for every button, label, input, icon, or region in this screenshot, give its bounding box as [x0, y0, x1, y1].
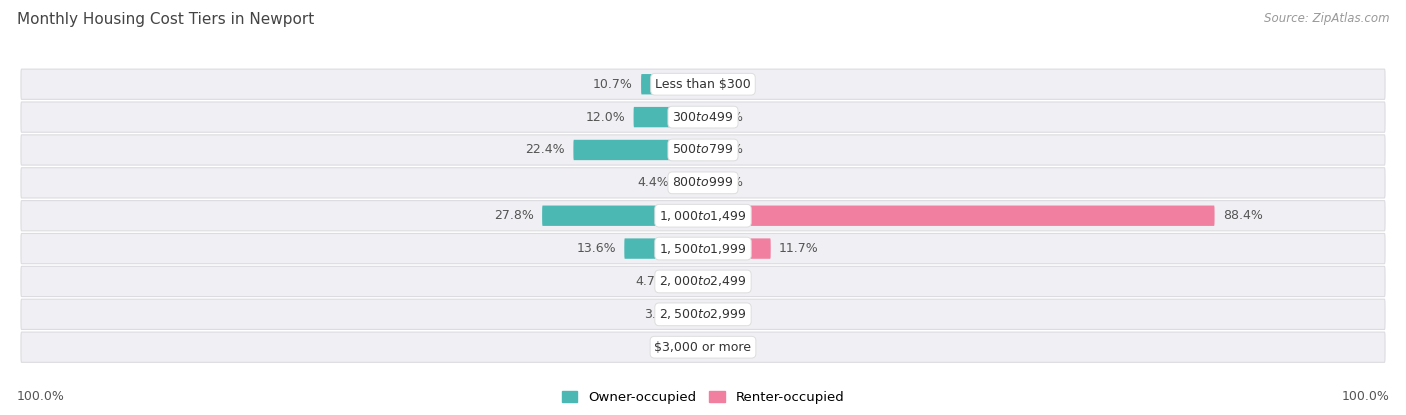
Text: Monthly Housing Cost Tiers in Newport: Monthly Housing Cost Tiers in Newport — [17, 12, 314, 27]
Text: 27.8%: 27.8% — [494, 209, 534, 222]
Text: 1.1%: 1.1% — [657, 341, 689, 354]
FancyBboxPatch shape — [543, 205, 703, 226]
FancyBboxPatch shape — [21, 69, 1385, 99]
Text: $2,000 to $2,499: $2,000 to $2,499 — [659, 274, 747, 288]
Text: 4.7%: 4.7% — [636, 275, 668, 288]
Text: 100.0%: 100.0% — [17, 390, 65, 403]
Text: 22.4%: 22.4% — [526, 144, 565, 156]
FancyBboxPatch shape — [21, 200, 1385, 231]
FancyBboxPatch shape — [21, 332, 1385, 362]
FancyBboxPatch shape — [21, 135, 1385, 165]
Text: 13.6%: 13.6% — [576, 242, 616, 255]
Text: $500 to $799: $500 to $799 — [672, 144, 734, 156]
FancyBboxPatch shape — [21, 299, 1385, 330]
Text: 0.0%: 0.0% — [711, 144, 744, 156]
Text: 0.0%: 0.0% — [711, 275, 744, 288]
FancyBboxPatch shape — [703, 238, 770, 259]
Text: 12.0%: 12.0% — [585, 111, 626, 124]
Text: 3.3%: 3.3% — [644, 308, 676, 321]
FancyBboxPatch shape — [641, 74, 703, 95]
FancyBboxPatch shape — [21, 168, 1385, 198]
Text: 0.0%: 0.0% — [711, 176, 744, 189]
FancyBboxPatch shape — [676, 271, 703, 292]
Text: $3,000 or more: $3,000 or more — [655, 341, 751, 354]
FancyBboxPatch shape — [703, 205, 1215, 226]
Text: Source: ZipAtlas.com: Source: ZipAtlas.com — [1264, 12, 1389, 25]
Text: 88.4%: 88.4% — [1223, 209, 1263, 222]
FancyBboxPatch shape — [634, 107, 703, 127]
Text: 100.0%: 100.0% — [1341, 390, 1389, 403]
Text: 10.7%: 10.7% — [593, 78, 633, 91]
Text: $1,500 to $1,999: $1,500 to $1,999 — [659, 242, 747, 256]
Text: Less than $300: Less than $300 — [655, 78, 751, 91]
FancyBboxPatch shape — [683, 304, 703, 325]
Text: 0.0%: 0.0% — [711, 78, 744, 91]
Text: 0.0%: 0.0% — [711, 111, 744, 124]
Text: $1,000 to $1,499: $1,000 to $1,499 — [659, 209, 747, 223]
Text: 0.0%: 0.0% — [711, 341, 744, 354]
FancyBboxPatch shape — [21, 266, 1385, 297]
Text: 0.0%: 0.0% — [711, 308, 744, 321]
Text: $800 to $999: $800 to $999 — [672, 176, 734, 189]
FancyBboxPatch shape — [21, 234, 1385, 264]
FancyBboxPatch shape — [678, 173, 703, 193]
FancyBboxPatch shape — [574, 140, 703, 160]
Text: $2,500 to $2,999: $2,500 to $2,999 — [659, 308, 747, 321]
Legend: Owner-occupied, Renter-occupied: Owner-occupied, Renter-occupied — [561, 391, 845, 404]
Text: 4.4%: 4.4% — [637, 176, 669, 189]
FancyBboxPatch shape — [624, 238, 703, 259]
Text: 11.7%: 11.7% — [779, 242, 818, 255]
FancyBboxPatch shape — [696, 337, 703, 357]
FancyBboxPatch shape — [21, 102, 1385, 132]
Text: $300 to $499: $300 to $499 — [672, 111, 734, 124]
